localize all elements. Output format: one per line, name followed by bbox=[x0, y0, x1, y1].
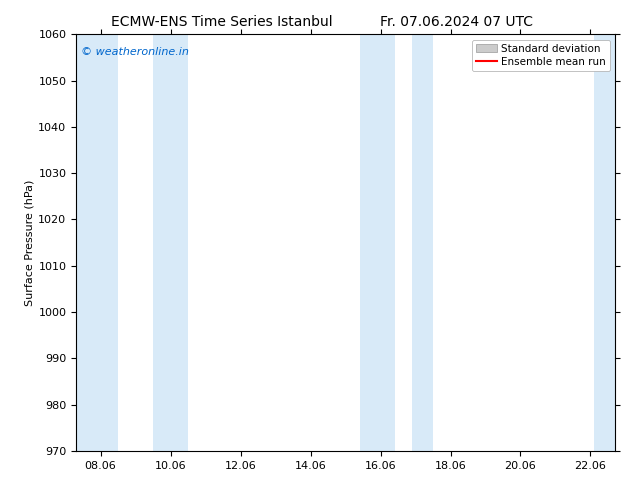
Text: ECMW-ENS Time Series Istanbul: ECMW-ENS Time Series Istanbul bbox=[111, 15, 333, 29]
Bar bbox=[76, 34, 118, 451]
Legend: Standard deviation, Ensemble mean run: Standard deviation, Ensemble mean run bbox=[472, 40, 610, 71]
Text: © weatheronline.in: © weatheronline.in bbox=[81, 47, 190, 57]
Y-axis label: Surface Pressure (hPa): Surface Pressure (hPa) bbox=[24, 179, 34, 306]
Bar bbox=[359, 34, 394, 451]
Bar bbox=[594, 34, 615, 451]
Bar bbox=[412, 34, 433, 451]
Text: Fr. 07.06.2024 07 UTC: Fr. 07.06.2024 07 UTC bbox=[380, 15, 533, 29]
Bar bbox=[153, 34, 188, 451]
